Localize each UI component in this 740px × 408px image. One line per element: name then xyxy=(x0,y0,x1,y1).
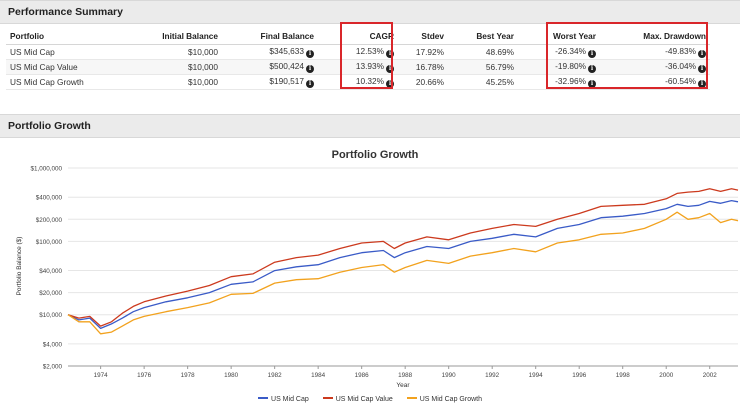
y-tick-label: $2,000 xyxy=(43,364,63,371)
info-icon[interactable]: i xyxy=(588,79,596,88)
best-year: 45.25% xyxy=(448,74,518,90)
series-line-us-mid-cap xyxy=(67,199,739,330)
chart-legend: US Mid Cap US Mid Cap Value US Mid Cap G… xyxy=(0,396,740,403)
x-tick-label: 1994 xyxy=(529,372,544,379)
x-tick-label: 1978 xyxy=(181,372,196,379)
x-tick-label: 1986 xyxy=(355,372,370,379)
info-icon[interactable]: i xyxy=(588,49,596,58)
y-tick-label: $4,000 xyxy=(43,341,63,348)
worst-year-cell: -32.96% i xyxy=(518,74,600,90)
x-tick-label: 1992 xyxy=(485,372,500,379)
cagr-cell: 12.53% i xyxy=(318,44,398,60)
x-tick-label: 1976 xyxy=(137,372,152,379)
x-tick-label: 1982 xyxy=(268,372,283,379)
performance-summary-table: Portfolio Initial Balance Final Balance … xyxy=(6,28,710,90)
legend-item[interactable]: US Mid Cap Value xyxy=(322,396,393,403)
x-tick-label: 1980 xyxy=(224,372,239,379)
y-tick-label: $200,000 xyxy=(36,217,63,224)
best-year: 56.79% xyxy=(448,59,518,75)
x-tick-label: 1996 xyxy=(572,372,587,379)
info-icon[interactable]: i xyxy=(386,64,394,73)
cagr-cell: 10.32% i xyxy=(318,74,398,90)
info-icon[interactable]: i xyxy=(698,64,706,73)
max-drawdown-cell: -49.83% i xyxy=(600,44,710,60)
x-axis-label: Year xyxy=(396,382,410,389)
stdev: 16.78% xyxy=(398,59,448,75)
worst-year-cell: -26.34% i xyxy=(518,44,600,60)
info-icon[interactable]: i xyxy=(386,49,394,58)
y-tick-label: $400,000 xyxy=(36,195,63,202)
info-icon[interactable]: i xyxy=(386,79,394,88)
portfolio-growth-header: Portfolio Growth xyxy=(0,114,740,138)
info-icon[interactable]: i xyxy=(588,64,596,73)
x-tick-label: 2000 xyxy=(659,372,674,379)
initial-balance: $10,000 xyxy=(126,74,222,90)
stdev: 20.66% xyxy=(398,74,448,90)
col-cagr[interactable]: CAGR xyxy=(318,28,398,45)
initial-balance: $10,000 xyxy=(126,44,222,60)
portfolio-growth-chart: Portfolio Growth Portfolio Balance ($) Y… xyxy=(16,149,739,389)
info-icon[interactable]: i xyxy=(306,79,314,88)
legend-swatch xyxy=(258,397,269,399)
x-tick-label: 2002 xyxy=(703,372,718,379)
table-row: US Mid Cap Growth $10,000 $190,517 i 10.3… xyxy=(6,74,710,90)
col-portfolio[interactable]: Portfolio xyxy=(6,28,126,45)
legend-swatch xyxy=(322,397,333,399)
best-year: 48.69% xyxy=(448,44,518,60)
info-icon[interactable]: i xyxy=(306,49,314,58)
legend-item[interactable]: US Mid Cap Growth xyxy=(406,396,482,403)
y-tick-label: $20,000 xyxy=(39,290,62,297)
y-tick-label: $10,000 xyxy=(39,312,62,319)
table-row: US Mid Cap Value $10,000 $500,424 i 13.93… xyxy=(6,59,710,75)
legend-swatch xyxy=(406,397,417,399)
cagr-cell: 13.93% i xyxy=(318,59,398,75)
y-tick-label: $40,000 xyxy=(39,268,62,275)
info-icon[interactable]: i xyxy=(698,49,706,58)
y-tick-label: $100,000 xyxy=(36,239,63,246)
table-row: US Mid Cap $10,000 $345,633 i 12.53% i 17.… xyxy=(6,44,710,60)
chart-title: Portfolio Growth xyxy=(332,149,419,161)
x-tick-label: 1988 xyxy=(398,372,413,379)
info-icon[interactable]: i xyxy=(306,64,314,73)
final-balance-cell: $500,424 i xyxy=(222,59,318,75)
series-line-us-mid-cap-growth xyxy=(67,211,739,335)
info-icon[interactable]: i xyxy=(698,79,706,88)
x-tick-label: 1984 xyxy=(311,372,326,379)
legend-item[interactable]: US Mid Cap xyxy=(258,396,309,403)
col-max-drawdown[interactable]: Max. Drawdown xyxy=(600,28,710,45)
col-final-balance[interactable]: Final Balance xyxy=(222,28,318,45)
final-balance-cell: $190,517 i xyxy=(222,74,318,90)
portfolio-name: US Mid Cap Growth xyxy=(6,74,126,90)
x-tick-label: 1998 xyxy=(616,372,631,379)
col-worst-year[interactable]: Worst Year xyxy=(518,28,600,45)
final-balance-cell: $345,633 i xyxy=(222,44,318,60)
max-drawdown-cell: -60.54% i xyxy=(600,74,710,90)
table-header-row: Portfolio Initial Balance Final Balance … xyxy=(6,28,710,45)
performance-summary-header: Performance Summary xyxy=(0,0,740,24)
col-best-year[interactable]: Best Year xyxy=(448,28,518,45)
y-axis-label: Portfolio Balance ($) xyxy=(16,237,23,296)
col-stdev[interactable]: Stdev xyxy=(398,28,448,45)
col-initial-balance[interactable]: Initial Balance xyxy=(126,28,222,45)
max-drawdown-cell: -36.04% i xyxy=(600,59,710,75)
portfolio-name: US Mid Cap xyxy=(6,44,126,60)
x-tick-label: 1974 xyxy=(94,372,109,379)
x-tick-label: 1990 xyxy=(442,372,457,379)
y-tick-label: $1,000,000 xyxy=(30,166,62,173)
initial-balance: $10,000 xyxy=(126,59,222,75)
series-line-us-mid-cap-value xyxy=(67,188,739,327)
worst-year-cell: -19.80% i xyxy=(518,59,600,75)
portfolio-name: US Mid Cap Value xyxy=(6,59,126,75)
stdev: 17.92% xyxy=(398,44,448,60)
